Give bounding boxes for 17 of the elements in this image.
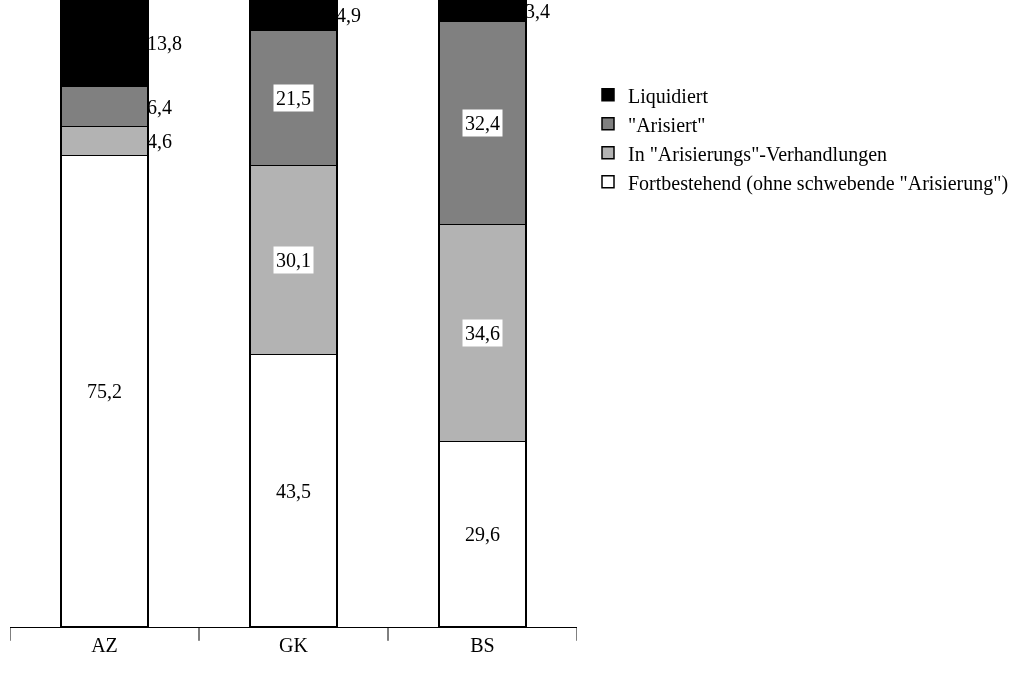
- data-label: 32,4: [465, 112, 500, 134]
- data-label: 4,9: [336, 4, 361, 26]
- data-label: 75,2: [87, 380, 122, 402]
- data-label: 34,6: [465, 322, 500, 344]
- data-label: 29,6: [465, 523, 500, 545]
- data-label: 21,5: [276, 87, 311, 109]
- data-label: 43,5: [276, 480, 311, 502]
- legend-label: In "Arisierungs"-Verhandlungen: [628, 142, 888, 166]
- x-tick-label: BS: [470, 634, 495, 656]
- legend-label: Fortbestehend (ohne schwebende "Arisierung"): [628, 171, 1009, 195]
- legend-label: Liquidiert: [628, 84, 709, 108]
- x-tick-label: GK: [279, 634, 309, 656]
- data-label: 4,6: [147, 130, 172, 152]
- data-label: 30,1: [276, 249, 311, 271]
- legend-label: "Arisiert": [628, 113, 706, 136]
- data-label: 13,8: [147, 32, 182, 54]
- x-tick-label: AZ: [91, 634, 118, 656]
